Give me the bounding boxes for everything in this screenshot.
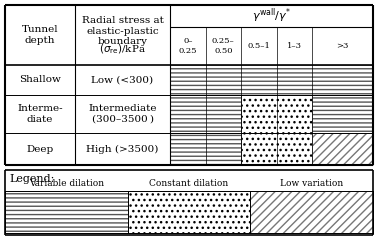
Bar — [250, 191, 373, 233]
Text: $(\sigma_{\rm re})$/kPa: $(\sigma_{\rm re})$/kPa — [99, 42, 146, 56]
Text: 0–
0.25: 0– 0.25 — [178, 37, 197, 54]
Text: 0.5–1: 0.5–1 — [247, 42, 270, 50]
Text: Shallow: Shallow — [19, 76, 61, 85]
Text: Low variation: Low variation — [280, 179, 343, 188]
Bar — [170, 133, 241, 165]
Bar — [5, 191, 128, 233]
Bar — [170, 65, 373, 95]
Bar — [312, 133, 373, 165]
Text: Intermediate
(300–3500 ): Intermediate (300–3500 ) — [88, 104, 157, 124]
Bar — [128, 191, 250, 233]
Text: Tunnel
depth: Tunnel depth — [22, 25, 58, 45]
Text: Variable dilation: Variable dilation — [29, 179, 104, 188]
Text: Legend:: Legend: — [9, 174, 54, 184]
Text: Constant dilation: Constant dilation — [149, 179, 229, 188]
Text: >3: >3 — [336, 42, 349, 50]
Text: 1–3: 1–3 — [287, 42, 302, 50]
Bar — [170, 95, 241, 133]
Bar — [241, 95, 312, 133]
Bar — [241, 133, 312, 165]
Text: $\gamma^{\rm wall}/\gamma^{*}$: $\gamma^{\rm wall}/\gamma^{*}$ — [252, 7, 291, 25]
Text: Deep: Deep — [26, 145, 54, 153]
Text: Low (<300): Low (<300) — [91, 76, 153, 85]
Text: Interme-
diate: Interme- diate — [17, 104, 63, 124]
Text: High (>3500): High (>3500) — [86, 144, 159, 154]
Text: 0.25–
0.50: 0.25– 0.50 — [212, 37, 235, 54]
Text: Radial stress at
elastic-plastic
boundary: Radial stress at elastic-plastic boundar… — [82, 16, 163, 46]
Bar — [312, 95, 373, 133]
